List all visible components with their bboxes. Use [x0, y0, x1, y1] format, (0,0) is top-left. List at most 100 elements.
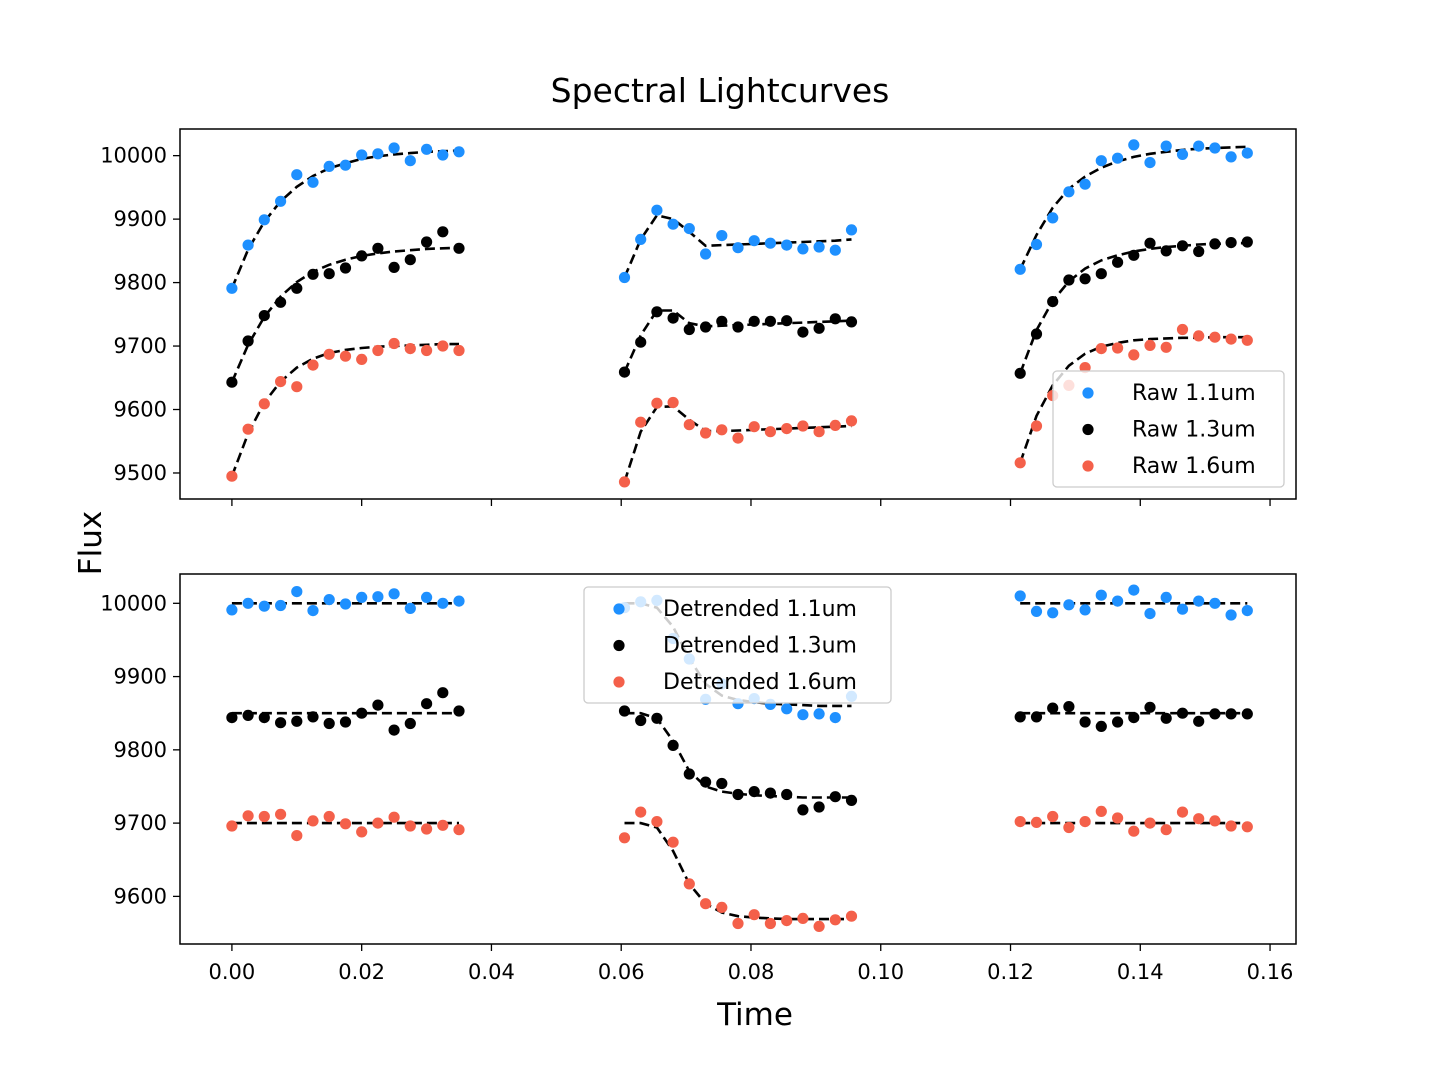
data-point-raw-1-6um: [1030, 420, 1043, 432]
data-point-detrended-1-6um: [242, 810, 254, 822]
data-point-detrended-1-6um: [635, 806, 647, 818]
data-point-raw-1-3um: [1112, 256, 1124, 268]
data-point-detrended-1-3um: [1225, 708, 1237, 720]
data-point-raw-1-3um: [635, 336, 647, 348]
data-point-detrended-1-1um: [453, 595, 465, 607]
data-point-detrended-1-3um: [404, 717, 416, 730]
data-point-raw-1-3um: [1144, 237, 1156, 249]
x-tick-label: 0.02: [338, 960, 385, 984]
x-tick-label: 0.14: [1117, 960, 1164, 984]
data-point-raw-1-6um: [1160, 341, 1172, 353]
data-point-raw-1-3um: [813, 322, 825, 334]
x-tick-label: 0.10: [857, 960, 904, 984]
data-point-raw-1-6um: [275, 376, 287, 388]
data-point-raw-1-3um: [1193, 245, 1205, 258]
data-point-detrended-1-3um: [764, 787, 777, 799]
data-point-detrended-1-3um: [667, 739, 679, 752]
data-point-detrended-1-1um: [1209, 597, 1221, 609]
data-point-detrended-1-6um: [1241, 821, 1253, 833]
data-point-detrended-1-6um: [1030, 816, 1043, 829]
data-point-detrended-1-6um: [1193, 813, 1205, 825]
legend-label: Raw 1.6um: [1132, 454, 1256, 479]
data-point-detrended-1-3um: [1128, 712, 1140, 724]
data-point-detrended-1-6um: [275, 808, 287, 820]
data-point-raw-1-3um: [404, 254, 416, 266]
data-point-detrended-1-3um: [356, 707, 368, 719]
data-point-raw-1-3um: [1079, 273, 1091, 285]
data-point-detrended-1-3um: [732, 788, 744, 801]
data-point-detrended-1-6um: [813, 920, 825, 933]
data-point-raw-1-6um: [618, 476, 631, 488]
data-point-raw-1-1um: [275, 195, 287, 207]
data-point-raw-1-1um: [1128, 139, 1140, 151]
data-point-raw-1-6um: [829, 419, 841, 431]
data-point-detrended-1-1um: [404, 602, 416, 615]
data-point-detrended-1-3um: [1095, 720, 1107, 733]
data-point-raw-1-3um: [1209, 238, 1221, 250]
data-point-raw-1-6um: [372, 344, 384, 357]
data-point-detrended-1-1um: [1014, 590, 1026, 602]
data-point-raw-1-6um: [226, 470, 238, 482]
y-tick-label: 9800: [114, 738, 167, 762]
data-point-detrended-1-3um: [618, 705, 631, 717]
data-point-detrended-1-3um: [1160, 712, 1172, 724]
data-point-raw-1-6um: [242, 423, 254, 435]
data-point-detrended-1-3um: [700, 776, 712, 788]
data-point-detrended-1-1um: [1030, 605, 1043, 618]
data-point-detrended-1-1um: [829, 712, 841, 724]
data-point-detrended-1-6um: [683, 878, 695, 890]
data-point-raw-1-3um: [1128, 249, 1140, 261]
data-point-detrended-1-3um: [1176, 707, 1189, 719]
data-point-raw-1-6um: [356, 353, 368, 365]
data-point-raw-1-3um: [226, 376, 238, 388]
data-point-raw-1-3um: [829, 313, 841, 325]
legend-marker: [613, 603, 625, 615]
data-point-detrended-1-6um: [372, 817, 384, 829]
data-point-raw-1-1um: [716, 230, 728, 242]
data-point-detrended-1-6um: [226, 820, 238, 832]
data-point-raw-1-3um: [421, 236, 433, 248]
data-point-detrended-1-3um: [291, 715, 303, 727]
data-point-raw-1-1um: [1095, 155, 1107, 167]
data-point-raw-1-3um: [437, 226, 449, 238]
legend: Raw 1.1um Raw 1.3um Raw 1.6um: [1052, 370, 1285, 488]
data-point-detrended-1-3um: [1030, 711, 1043, 723]
data-point-raw-1-6um: [1241, 334, 1253, 346]
data-point-raw-1-1um: [618, 271, 631, 284]
data-point-raw-1-1um: [421, 143, 433, 155]
data-point-detrended-1-3um: [453, 705, 465, 717]
data-point-detrended-1-6um: [781, 915, 793, 927]
data-point-detrended-1-6um: [323, 810, 335, 823]
data-point-detrended-1-6um: [732, 917, 744, 930]
data-point-raw-1-3um: [748, 315, 760, 327]
data-point-raw-1-1um: [1063, 186, 1075, 198]
data-point-raw-1-1um: [1225, 151, 1237, 163]
data-point-detrended-1-6um: [291, 830, 303, 842]
data-point-detrended-1-3um: [275, 717, 287, 729]
data-point-detrended-1-1um: [1225, 609, 1237, 621]
data-point-raw-1-1um: [404, 155, 416, 167]
x-tick-label: 0.12: [987, 960, 1034, 984]
data-point-detrended-1-3um: [226, 712, 238, 724]
axes-frame: [179, 573, 1297, 945]
data-point-raw-1-6um: [388, 337, 400, 350]
model-line-detrended-1-6um-visit-2: [624, 821, 852, 921]
data-point-raw-1-6um: [291, 381, 303, 393]
data-point-raw-1-1um: [683, 223, 695, 235]
data-point-raw-1-3um: [388, 261, 400, 273]
data-point-detrended-1-3um: [716, 777, 728, 790]
data-point-detrended-1-6um: [1047, 810, 1059, 823]
data-point-detrended-1-3um: [307, 711, 319, 723]
data-point-detrended-1-1um: [1063, 599, 1075, 611]
y-tick-label: 9600: [114, 398, 167, 422]
data-point-raw-1-1um: [1209, 142, 1221, 154]
data-point-detrended-1-3um: [813, 801, 825, 813]
y-tick-label: 9800: [114, 271, 167, 295]
data-point-detrended-1-1um: [1176, 603, 1189, 615]
legend-marker: [613, 676, 625, 688]
data-point-raw-1-6um: [764, 426, 777, 438]
data-point-raw-1-1um: [437, 149, 449, 161]
data-point-detrended-1-1um: [1095, 589, 1107, 601]
data-point-raw-1-3um: [764, 315, 777, 327]
